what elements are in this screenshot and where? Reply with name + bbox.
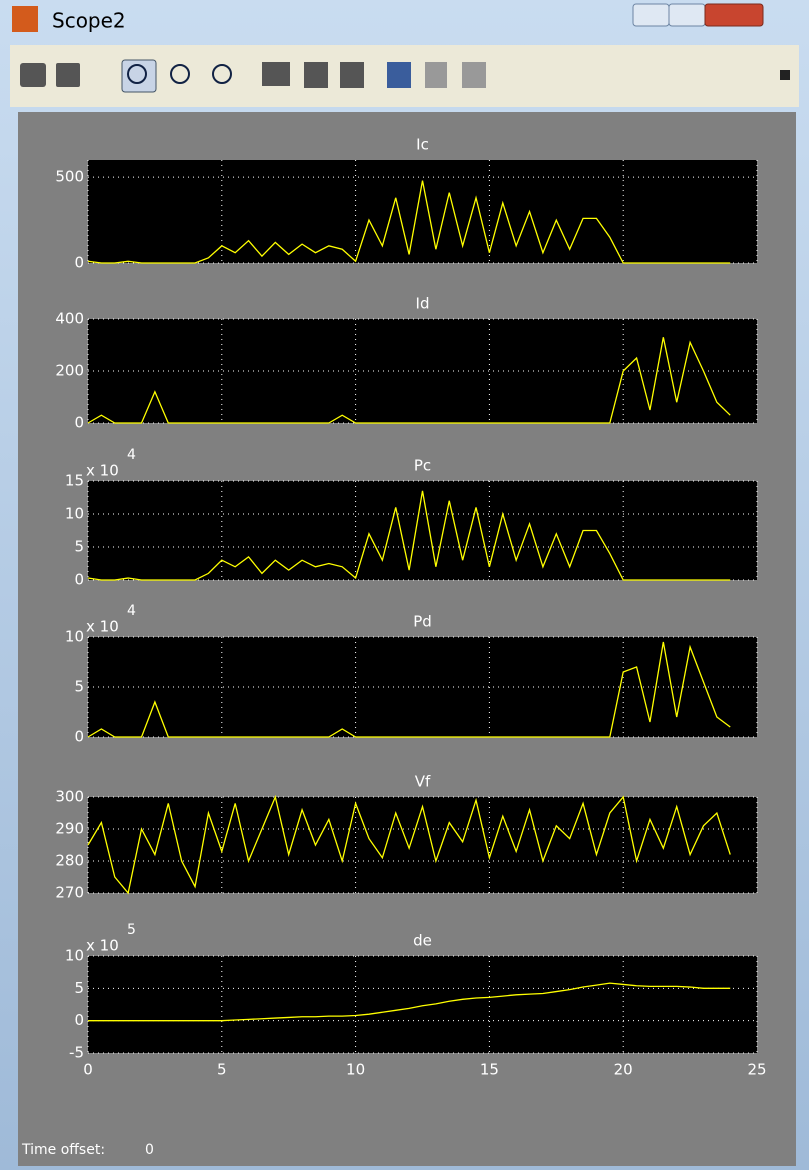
plot-area <box>88 160 757 263</box>
print-icon[interactable] <box>20 63 46 87</box>
signal-line <box>87 337 731 424</box>
y-tick-label: 500 <box>55 168 84 186</box>
minimize-button[interactable] <box>632 3 670 27</box>
y-tick-label: 0 <box>74 414 84 432</box>
y-tick-label: 300 <box>55 788 84 806</box>
x-tick-label: 0 <box>83 1061 93 1079</box>
plot-title: Pd <box>413 613 432 631</box>
plot-area <box>88 956 757 1053</box>
params-icon[interactable] <box>56 63 80 87</box>
y-exponent: 5 <box>127 922 136 938</box>
plot-title: Ic <box>416 136 429 154</box>
x-tick-label: 10 <box>346 1061 365 1079</box>
y-tick-label: 5 <box>74 678 84 696</box>
close-button[interactable] <box>704 3 764 27</box>
y-exponent: 4 <box>127 603 136 619</box>
y-tick-label: 10 <box>65 628 84 646</box>
x-tick-label: 25 <box>747 1061 766 1079</box>
x-tick-label: 20 <box>614 1061 633 1079</box>
plot-area <box>88 637 757 737</box>
y-tick-label: 5 <box>74 979 84 997</box>
autoscale-icon[interactable] <box>262 62 290 86</box>
y-tick-label: 5 <box>74 538 84 556</box>
plot-title: Vf <box>415 773 431 791</box>
time-offset-label: Time offset: <box>21 1142 105 1158</box>
signal-line <box>87 794 731 895</box>
lock-icon[interactable] <box>425 62 447 88</box>
plot-area <box>88 797 757 893</box>
y-tick-label: 0 <box>74 571 84 589</box>
y-multiplier: x 10 <box>86 618 119 636</box>
y-tick-label: 200 <box>55 362 84 380</box>
plot-title: Pc <box>414 457 431 475</box>
plot-title: de <box>413 932 432 950</box>
floating-icon[interactable] <box>387 62 411 88</box>
x-tick-label: 15 <box>480 1061 499 1079</box>
signal-line <box>88 982 731 1022</box>
signal-line <box>87 490 731 581</box>
signal-icon[interactable] <box>462 62 486 88</box>
time-offset-value: 0 <box>145 1142 154 1158</box>
toolbar-arrow[interactable] <box>780 70 790 80</box>
y-tick-label: 10 <box>65 947 84 965</box>
restore-axes-icon[interactable] <box>340 62 364 88</box>
y-tick-label: -5 <box>69 1044 84 1062</box>
toolbar-icons <box>20 59 790 93</box>
y-multiplier: x 10 <box>86 937 119 955</box>
y-tick-label: 10 <box>65 505 84 523</box>
save-axes-icon[interactable] <box>304 62 328 88</box>
y-exponent: 4 <box>127 447 136 463</box>
y-tick-label: 15 <box>65 472 84 490</box>
y-tick-label: 270 <box>55 884 84 902</box>
window-title: Scope2 <box>52 9 126 33</box>
y-tick-label: 0 <box>74 728 84 746</box>
zoom-x-icon[interactable] <box>170 64 190 84</box>
maximize-button[interactable] <box>668 3 706 27</box>
y-tick-label: 0 <box>74 254 84 272</box>
x-tick-label: 5 <box>217 1061 227 1079</box>
plot-area <box>88 319 757 423</box>
plot-title: Id <box>416 295 430 313</box>
y-tick-label: 280 <box>55 852 84 870</box>
signal-line <box>87 180 731 264</box>
signal-line <box>87 641 731 738</box>
y-tick-label: 0 <box>74 1011 84 1029</box>
plot-area <box>88 481 757 580</box>
y-tick-label: 290 <box>55 820 84 838</box>
y-multiplier: x 10 <box>86 462 119 480</box>
zoom-y-icon[interactable] <box>212 64 232 84</box>
app-icon <box>12 6 38 32</box>
zoom-glass <box>127 64 147 84</box>
y-tick-label: 400 <box>55 310 84 328</box>
